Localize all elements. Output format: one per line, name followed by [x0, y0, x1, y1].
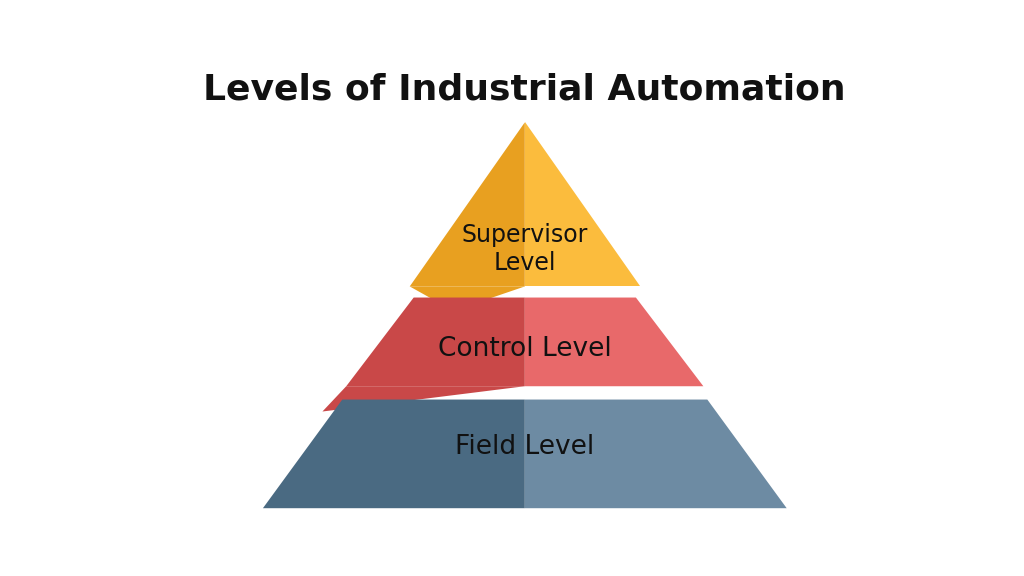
Text: Field Level: Field Level [456, 434, 594, 460]
Polygon shape [346, 298, 524, 386]
Polygon shape [524, 400, 786, 508]
Polygon shape [410, 286, 524, 311]
Polygon shape [524, 122, 640, 286]
Text: Control Level: Control Level [438, 336, 611, 362]
Polygon shape [524, 298, 703, 386]
Polygon shape [263, 400, 524, 508]
Text: Supervisor
Level: Supervisor Level [462, 223, 588, 275]
Polygon shape [323, 386, 524, 411]
Polygon shape [410, 122, 524, 286]
Text: Levels of Industrial Automation: Levels of Industrial Automation [204, 72, 846, 106]
